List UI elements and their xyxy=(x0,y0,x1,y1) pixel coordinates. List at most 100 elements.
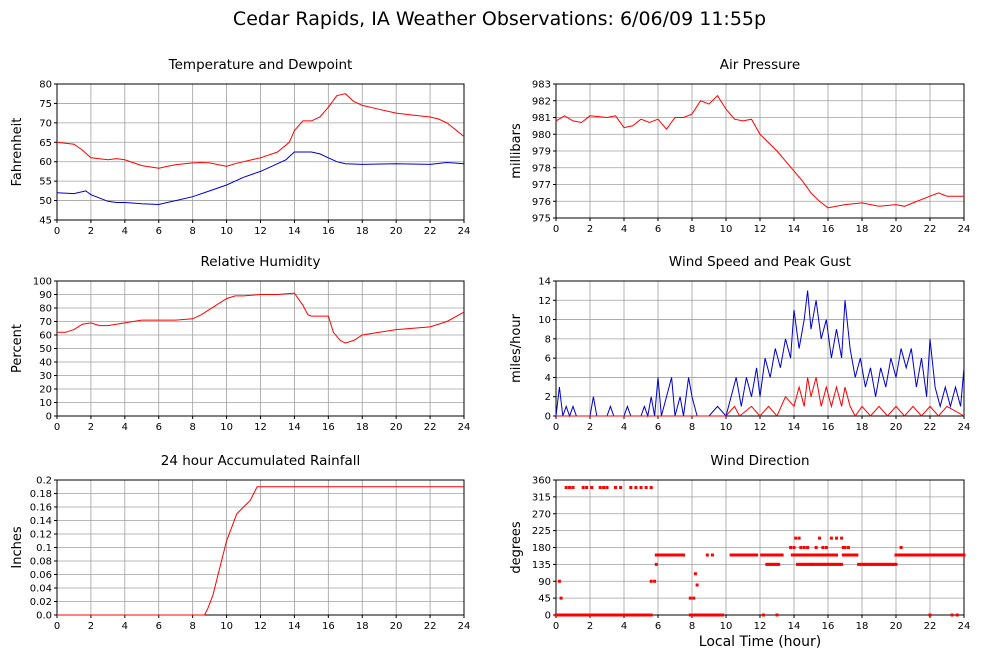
y-tick-label: 60 xyxy=(39,157,52,168)
data-point xyxy=(806,553,810,557)
chart-title: Wind Direction xyxy=(710,453,809,469)
data-point xyxy=(666,553,670,557)
data-point xyxy=(816,553,820,557)
data-point xyxy=(799,562,803,566)
data-point xyxy=(617,613,621,617)
data-point xyxy=(597,613,600,617)
data-point xyxy=(904,553,908,557)
x-tick-label: 14 xyxy=(788,224,801,235)
data-point xyxy=(743,553,747,557)
y-tick-label: 0.08 xyxy=(30,557,52,568)
page-title: Cedar Rapids, IA Weather Observations: 6… xyxy=(232,8,767,30)
data-point xyxy=(559,596,563,600)
data-point xyxy=(959,553,963,557)
data-point xyxy=(744,553,748,557)
y-tick-label: 0.04 xyxy=(30,584,52,595)
x-tick-label: 6 xyxy=(156,422,162,433)
data-point xyxy=(928,553,932,557)
x-tick-label: 6 xyxy=(156,226,162,237)
data-point xyxy=(761,553,765,557)
data-point xyxy=(928,613,932,617)
y-tick-label: 270 xyxy=(532,509,551,520)
data-point xyxy=(911,553,915,557)
data-point xyxy=(692,596,696,600)
data-point xyxy=(865,562,869,566)
data-point xyxy=(794,553,798,557)
y-axis-label: miles/hour xyxy=(509,313,524,382)
data-point xyxy=(962,553,966,557)
x-tick-label: 10 xyxy=(720,422,733,433)
data-point xyxy=(561,613,565,617)
data-point xyxy=(767,562,770,566)
data-point xyxy=(886,562,889,566)
y-tick-label: 982 xyxy=(532,96,551,107)
data-point xyxy=(804,553,808,557)
data-point xyxy=(571,486,575,489)
y-axis-label: Fahrenheit xyxy=(10,118,25,187)
x-tick-label: 0 xyxy=(54,226,60,237)
data-point xyxy=(676,553,680,557)
data-point xyxy=(846,553,850,557)
data-point xyxy=(957,553,961,557)
data-point xyxy=(714,613,718,617)
data-point xyxy=(712,613,716,617)
data-point xyxy=(556,613,560,617)
data-point xyxy=(935,553,939,557)
y-tick-label: 45 xyxy=(39,216,52,227)
series-line xyxy=(555,290,965,418)
data-point xyxy=(710,613,714,617)
x-tick-label: 8 xyxy=(189,621,195,632)
x-tick-label: 8 xyxy=(689,422,695,433)
x-tick-label: 6 xyxy=(655,422,661,433)
y-tick-label: 10 xyxy=(538,315,551,326)
data-point xyxy=(819,562,823,566)
data-point xyxy=(829,536,833,540)
x-tick-label: 20 xyxy=(890,224,903,235)
data-point xyxy=(829,562,833,566)
x-tick-label: 24 xyxy=(458,422,471,433)
y-tick-label: 70 xyxy=(39,118,52,129)
data-point xyxy=(823,553,827,557)
x-tick-label: 8 xyxy=(689,224,695,235)
data-point xyxy=(602,486,606,489)
data-point xyxy=(897,553,901,557)
data-point xyxy=(918,553,922,557)
data-point xyxy=(950,613,954,617)
x-tick-label: 4 xyxy=(621,224,627,235)
data-point xyxy=(593,613,597,617)
data-point xyxy=(857,562,861,566)
data-point xyxy=(695,583,699,587)
data-point xyxy=(954,553,957,557)
data-point xyxy=(608,613,612,617)
chart-title: Relative Humidity xyxy=(201,254,321,270)
y-tick-label: 80 xyxy=(39,304,52,315)
y-tick-label: 75 xyxy=(39,99,52,110)
data-point xyxy=(775,613,779,617)
data-point xyxy=(709,613,713,617)
data-point xyxy=(773,553,777,557)
data-point xyxy=(812,562,816,566)
data-point xyxy=(649,579,653,583)
x-tick-label: 2 xyxy=(587,224,593,235)
x-tick-label: 20 xyxy=(890,422,903,433)
chart-title: Air Pressure xyxy=(720,57,800,73)
x-tick-label: 22 xyxy=(924,422,937,433)
x-tick-label: 8 xyxy=(189,422,195,433)
data-point xyxy=(704,613,708,617)
data-point xyxy=(841,546,845,549)
y-tick-label: 50 xyxy=(39,196,52,207)
data-point xyxy=(557,579,561,583)
data-point xyxy=(818,536,821,540)
data-point xyxy=(765,553,769,557)
x-tick-label: 2 xyxy=(88,422,94,433)
data-point xyxy=(835,562,838,566)
data-point xyxy=(937,553,940,557)
data-point xyxy=(693,613,697,617)
data-point xyxy=(848,553,852,557)
data-point xyxy=(692,613,696,617)
data-point xyxy=(950,553,954,557)
data-point xyxy=(858,562,862,566)
data-point xyxy=(763,553,767,557)
data-point xyxy=(688,596,692,600)
